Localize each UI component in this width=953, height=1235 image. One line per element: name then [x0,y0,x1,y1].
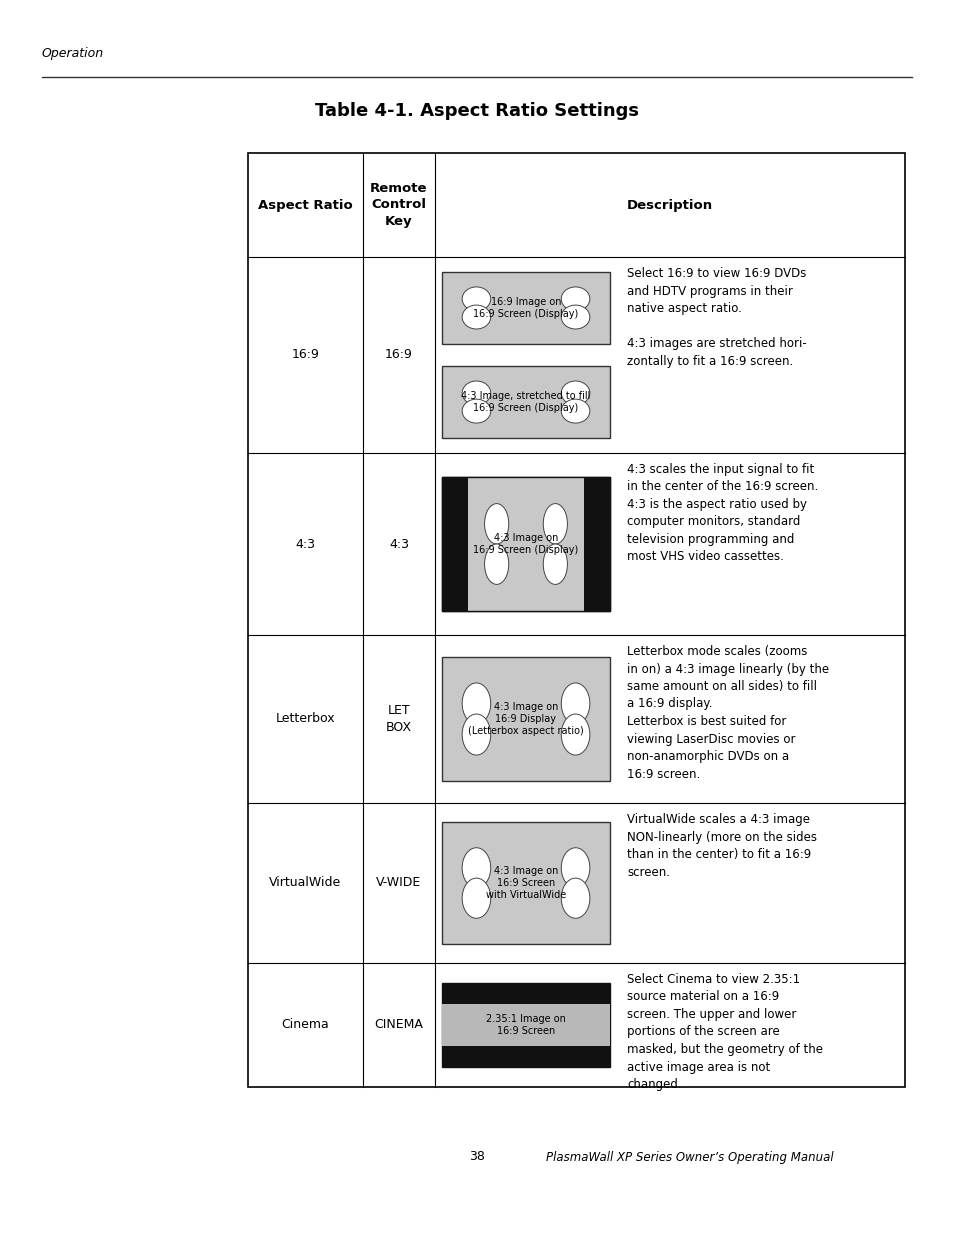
Ellipse shape [461,382,490,405]
Text: Aspect Ratio: Aspect Ratio [258,199,353,211]
Bar [441,477,609,611]
Text: 16:9: 16:9 [385,348,413,362]
Bar [248,153,904,1087]
Text: VirtualWide: VirtualWide [269,877,341,889]
Text: 16:9 Image on
16:9 Screen (Display): 16:9 Image on 16:9 Screen (Display) [473,296,578,319]
Ellipse shape [560,878,589,919]
Text: Description: Description [626,199,712,211]
Text: 4:3 scales the input signal to fit
in the center of the 16:9 screen.
4:3 is the : 4:3 scales the input signal to fit in th… [626,463,818,563]
Text: 4:3 Image on
16:9 Screen
with VirtualWide: 4:3 Image on 16:9 Screen with VirtualWid… [485,866,565,900]
Bar [441,823,609,944]
Text: 4:3 Image, stretched to fill
16:9 Screen (Display): 4:3 Image, stretched to fill 16:9 Screen… [461,391,590,412]
Bar [441,983,609,1067]
Text: Cinema: Cinema [281,1019,329,1031]
Text: PlasmaWall XP Series Owner’s Operating Manual: PlasmaWall XP Series Owner’s Operating M… [546,1151,833,1163]
Bar [441,657,609,782]
Bar [441,366,609,438]
Text: 4:3 Image on
16:9 Screen (Display): 4:3 Image on 16:9 Screen (Display) [473,534,578,555]
Text: LET
BOX: LET BOX [386,704,412,734]
Text: Table 4-1. Aspect Ratio Settings: Table 4-1. Aspect Ratio Settings [314,103,639,120]
Text: V-WIDE: V-WIDE [376,877,421,889]
Ellipse shape [560,683,589,724]
Text: VirtualWide scales a 4:3 image
NON-linearly (more on the sides
than in the cente: VirtualWide scales a 4:3 image NON-linea… [626,813,816,878]
Text: 4:3: 4:3 [389,537,409,551]
Bar [441,477,609,611]
Text: Select Cinema to view 2.35:1
source material on a 16:9
screen. The upper and low: Select Cinema to view 2.35:1 source mate… [626,973,822,1091]
Ellipse shape [484,543,508,584]
Ellipse shape [461,714,490,755]
Bar [441,272,609,345]
Text: 16:9: 16:9 [292,348,319,362]
Text: 4:3 Image on
16:9 Display
(Letterbox aspect ratio): 4:3 Image on 16:9 Display (Letterbox asp… [468,701,583,736]
Bar [468,477,583,611]
Ellipse shape [461,847,490,888]
Bar [441,1004,609,1046]
Text: Select 16:9 to view 16:9 DVDs
and HDTV programs in their
native aspect ratio.

4: Select 16:9 to view 16:9 DVDs and HDTV p… [626,267,806,368]
Ellipse shape [560,399,589,424]
Ellipse shape [484,504,508,543]
Text: 4:3: 4:3 [295,537,315,551]
Ellipse shape [560,305,589,329]
Text: Operation: Operation [42,47,104,61]
Text: 38: 38 [469,1151,484,1163]
Ellipse shape [461,305,490,329]
Ellipse shape [461,878,490,919]
Text: Remote
Control
Key: Remote Control Key [370,182,427,228]
Ellipse shape [542,504,567,543]
Ellipse shape [560,287,589,311]
Text: 2.35:1 Image on
16:9 Screen: 2.35:1 Image on 16:9 Screen [485,1014,565,1036]
Ellipse shape [560,847,589,888]
Text: Letterbox mode scales (zooms
in on) a 4:3 image linearly (by the
same amount on : Letterbox mode scales (zooms in on) a 4:… [626,645,828,781]
Ellipse shape [560,714,589,755]
Text: CINEMA: CINEMA [375,1019,423,1031]
Ellipse shape [560,382,589,405]
Ellipse shape [461,287,490,311]
Ellipse shape [461,683,490,724]
Ellipse shape [461,399,490,424]
Text: Letterbox: Letterbox [275,713,335,725]
Ellipse shape [542,543,567,584]
